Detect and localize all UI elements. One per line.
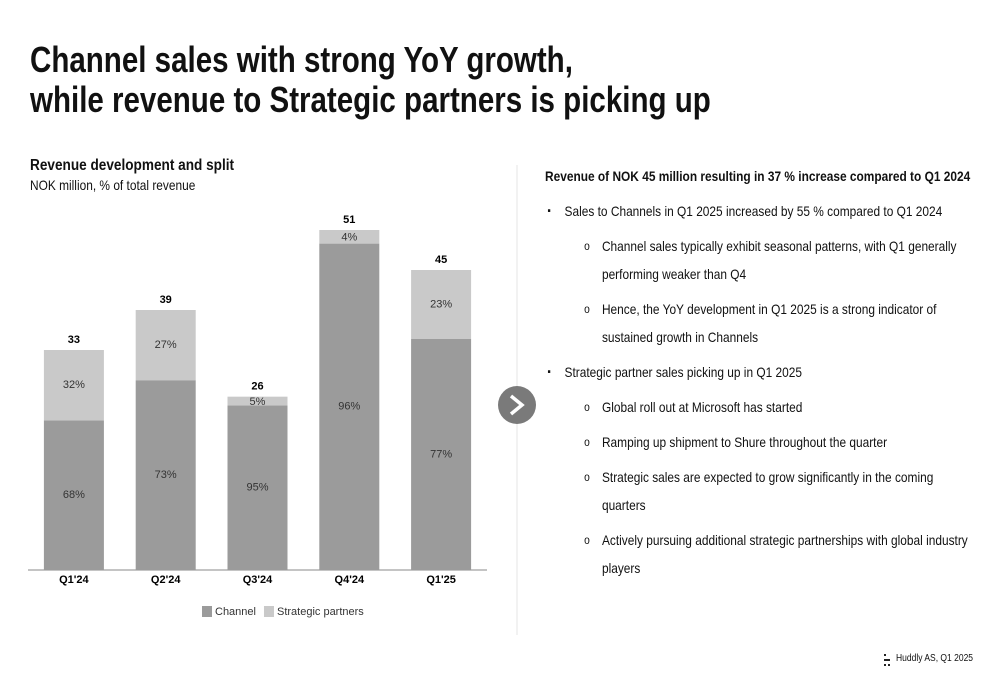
segment-label: 68% — [63, 489, 85, 501]
legend-label: Channel — [215, 606, 256, 618]
x-tick-label: Q2'24 — [151, 574, 181, 586]
segment-label: 27% — [155, 339, 177, 351]
bar-segment — [319, 243, 380, 570]
x-tick-label: Q1'25 — [426, 574, 456, 586]
segment-label: 5% — [250, 396, 266, 408]
title-line: while revenue to Strategic partners is p… — [30, 79, 711, 120]
total-label: 45 — [435, 254, 447, 266]
total-label: 51 — [343, 214, 355, 226]
bar-segment — [411, 270, 472, 339]
commentary-item: Hence, the YoY development in Q1 2025 is… — [545, 295, 974, 351]
commentary-item: Sales to Channels in Q1 2025 increased b… — [545, 197, 974, 225]
total-label: 39 — [160, 294, 172, 306]
footer: Huddly AS, Q1 2025 — [896, 653, 974, 664]
legend-swatch — [202, 606, 212, 617]
chart-subtitle: NOK million, % of total revenue — [30, 177, 196, 193]
logo — [884, 654, 890, 666]
commentary-item: Channel sales typically exhibit seasonal… — [545, 232, 974, 288]
segment-label: 77% — [430, 448, 452, 460]
commentary: Revenue of NOK 45 million resulting in 3… — [545, 162, 974, 582]
commentary-item: Actively pursuing additional strategic p… — [545, 526, 974, 582]
bar-segment — [411, 339, 472, 570]
arrow-chevron — [509, 394, 525, 416]
commentary-list: Sales to Channels in Q1 2025 increased b… — [545, 197, 974, 582]
total-label: 26 — [251, 381, 263, 393]
chart-title: Revenue development and split — [30, 157, 235, 174]
segment-label: 96% — [338, 401, 360, 413]
commentary-item: Strategic partner sales picking up in Q1… — [545, 358, 974, 386]
legend-label: Strategic partners — [277, 606, 364, 618]
segment-label: 32% — [63, 379, 85, 391]
bar-segment — [135, 380, 196, 570]
x-tick-label: Q1'24 — [59, 574, 89, 586]
commentary-item: Ramping up shipment to Shure throughout … — [545, 428, 974, 456]
commentary-item: Global roll out at Microsoft has started — [545, 393, 974, 421]
x-tick-label: Q4'24 — [335, 574, 365, 586]
bar-segment — [227, 396, 288, 406]
bar-segment — [43, 420, 104, 570]
segment-label: 95% — [246, 482, 268, 494]
bar-segment — [43, 350, 104, 421]
commentary-heading: Revenue of NOK 45 million resulting in 3… — [545, 168, 971, 184]
bar-segment — [227, 405, 288, 570]
commentary-item: Strategic sales are expected to grow sig… — [545, 463, 974, 519]
legend-swatch — [263, 606, 274, 617]
segment-label: 23% — [430, 298, 452, 310]
segment-label: 4% — [341, 232, 357, 244]
x-tick-label: Q3'24 — [243, 574, 273, 586]
arrow-circle — [498, 386, 536, 424]
segment-label: 73% — [155, 469, 177, 481]
total-label: 33 — [68, 334, 80, 346]
bar-segment — [319, 230, 380, 244]
title-line: Channel sales with strong YoY growth, — [30, 39, 573, 80]
bar-segment — [135, 310, 196, 381]
